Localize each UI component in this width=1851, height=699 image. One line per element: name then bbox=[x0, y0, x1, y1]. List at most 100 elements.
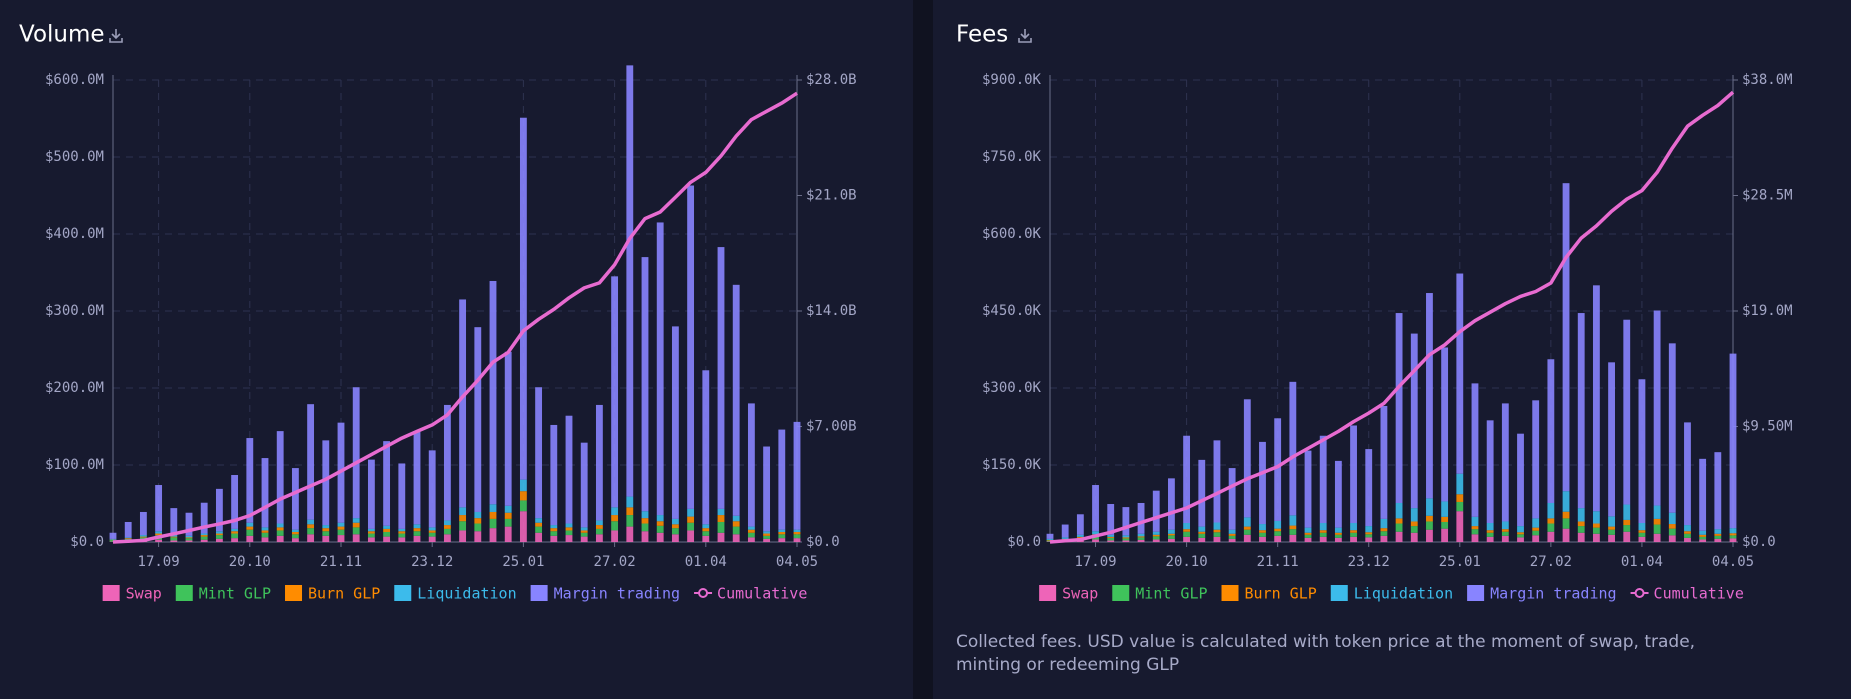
bar-segment bbox=[732, 284, 740, 516]
bar-segment bbox=[1729, 353, 1737, 529]
bar-segment bbox=[580, 536, 588, 542]
bar-segment bbox=[1699, 530, 1707, 535]
bar-segment bbox=[1547, 523, 1555, 532]
bar-segment bbox=[1699, 536, 1707, 540]
bar-segment bbox=[1137, 537, 1145, 540]
bar-segment bbox=[474, 523, 482, 532]
bar-segment bbox=[185, 537, 193, 539]
bar-segment bbox=[155, 533, 163, 536]
bar-segment bbox=[1076, 514, 1084, 535]
bar-segment bbox=[1092, 539, 1099, 542]
bar-segment bbox=[1714, 529, 1722, 534]
bar-segment bbox=[367, 537, 375, 542]
bar-segment bbox=[1350, 523, 1357, 531]
bar-segment bbox=[383, 531, 391, 537]
bar-segment bbox=[1168, 478, 1175, 530]
bar-segment bbox=[185, 535, 193, 538]
bar-segment bbox=[580, 530, 588, 533]
legend-label: Swap bbox=[1062, 585, 1098, 603]
bar-segment bbox=[1198, 459, 1206, 527]
bar-segment bbox=[337, 526, 345, 530]
y-tick-label: $450.0K bbox=[982, 303, 1042, 319]
bar-segment bbox=[1501, 521, 1509, 530]
bar-segment bbox=[109, 532, 117, 539]
bar-segment bbox=[1699, 458, 1707, 531]
bar-segment bbox=[139, 535, 147, 537]
bar-segment bbox=[626, 65, 634, 497]
bar-segment bbox=[1501, 529, 1509, 532]
bar-segment bbox=[246, 535, 254, 542]
chart-title: Fees bbox=[956, 22, 1008, 48]
bar-segment bbox=[1714, 538, 1722, 542]
bar-segment bbox=[504, 526, 512, 542]
y-tick-label: $750.0K bbox=[982, 149, 1042, 165]
legend-label: Swap bbox=[126, 585, 162, 603]
bar-segment bbox=[1122, 507, 1130, 536]
bar-segment bbox=[459, 507, 467, 516]
bar-segment bbox=[1168, 535, 1175, 539]
download-icon[interactable] bbox=[109, 29, 123, 43]
bar-segment bbox=[1532, 400, 1540, 519]
bar-segment bbox=[1471, 526, 1479, 530]
bar-segment bbox=[1517, 534, 1524, 538]
bar-segment bbox=[1243, 399, 1251, 518]
bar-segment bbox=[1046, 533, 1054, 539]
bar-segment bbox=[1410, 532, 1418, 542]
y-tick-label: $600.0K bbox=[982, 226, 1042, 242]
bar-segment bbox=[322, 535, 330, 542]
bar-segment bbox=[1107, 504, 1115, 535]
bar-segment bbox=[489, 511, 497, 519]
bar-segment bbox=[717, 521, 725, 533]
legend-label: Margin trading bbox=[554, 585, 680, 603]
bar-segment bbox=[1334, 537, 1342, 542]
bar-segment bbox=[1532, 535, 1540, 542]
bar-segment bbox=[702, 524, 710, 529]
bar-segment bbox=[1471, 383, 1479, 517]
bar-segment bbox=[1395, 523, 1403, 532]
bar-segment bbox=[1653, 310, 1661, 506]
bar-segment bbox=[398, 533, 406, 538]
bar-segment bbox=[519, 491, 527, 501]
y2-tick-label: $0.0 bbox=[806, 534, 840, 550]
bar-segment bbox=[1076, 534, 1084, 537]
bar-segment bbox=[1638, 379, 1646, 524]
bar-segment bbox=[1259, 532, 1266, 537]
bar-segment bbox=[1668, 343, 1676, 513]
bar-segment bbox=[626, 507, 634, 516]
bar-segment bbox=[352, 387, 360, 519]
download-icon[interactable] bbox=[1018, 29, 1032, 43]
bar-segment bbox=[428, 527, 436, 531]
bar-segment bbox=[1684, 422, 1691, 526]
legend-label: Liquidation bbox=[1354, 585, 1453, 603]
bar-segment bbox=[702, 370, 710, 525]
bar-segment bbox=[1395, 502, 1403, 519]
bar-segment bbox=[1107, 537, 1115, 541]
bar-segment bbox=[1623, 519, 1631, 526]
bar-segment bbox=[1198, 526, 1206, 532]
bar-segment bbox=[398, 531, 406, 534]
bar-segment bbox=[246, 522, 254, 527]
y-tick-label: $600.0M bbox=[45, 72, 104, 88]
bar-segment bbox=[307, 519, 315, 525]
bar-segment bbox=[1456, 494, 1464, 502]
bar-segment bbox=[1562, 183, 1570, 492]
bar-segment bbox=[261, 527, 269, 531]
bar-segment bbox=[1076, 536, 1084, 538]
bar-segment bbox=[215, 531, 223, 534]
bar-segment bbox=[124, 521, 132, 538]
bar-segment bbox=[656, 525, 664, 533]
bar-segment bbox=[1577, 313, 1585, 509]
bar-segment bbox=[352, 534, 360, 542]
bar-segment bbox=[428, 450, 436, 528]
bar-segment bbox=[1684, 525, 1691, 532]
bar-segment bbox=[291, 538, 299, 542]
bar-segment bbox=[1441, 501, 1449, 517]
y-tick-label: $0.0 bbox=[1007, 534, 1041, 550]
bar-segment bbox=[261, 458, 269, 528]
bar-segment bbox=[671, 534, 679, 542]
bar-segment bbox=[459, 530, 467, 542]
bar-segment bbox=[413, 528, 421, 532]
bar-segment bbox=[1319, 536, 1327, 542]
bar-segment bbox=[550, 535, 558, 542]
y2-tick-label: $28.0B bbox=[806, 72, 857, 88]
